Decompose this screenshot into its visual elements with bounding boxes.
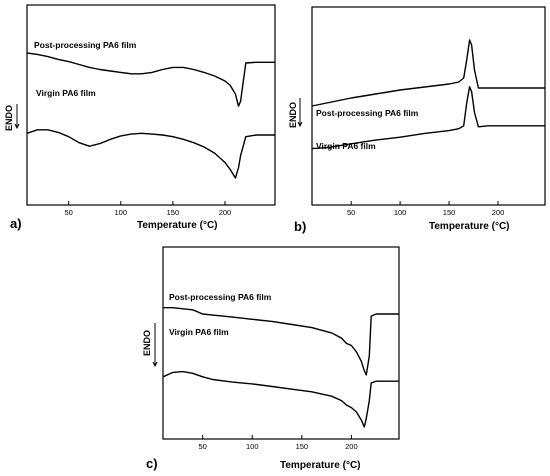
x-tick-label: 200: [492, 208, 505, 217]
chart-panel-a: 50 100 150 200 Post-processing PA6 film Virgi…: [4, 4, 276, 231]
arrow-down-icon: [14, 123, 20, 130]
x-tick-label: 150: [167, 208, 180, 217]
x-tick-label: 200: [219, 208, 232, 217]
x-tick-label: 200: [345, 442, 358, 451]
x-tick-label: 50: [347, 208, 355, 217]
x-tick-label: 50: [65, 208, 73, 217]
x-tick-label: 100: [115, 208, 128, 217]
x-tick-label: 50: [198, 442, 206, 451]
plot-frame: [162, 246, 400, 440]
series-line: [26, 129, 275, 179]
x-tick-label: 150: [443, 208, 456, 217]
panel-label: a): [10, 216, 22, 231]
x-tick-label: 100: [246, 442, 259, 451]
x-axis-title: Temperature (°C): [280, 460, 361, 471]
y-axis-title: ENDO: [288, 102, 298, 128]
x-tick-label: 100: [394, 208, 407, 217]
plot-frame: [26, 4, 276, 206]
series-line: [162, 370, 399, 428]
series-line: [163, 307, 399, 376]
series-line: [311, 86, 545, 150]
chart-panel-b: 50 100 150 200 Post-processing PA6 film Virgi…: [288, 6, 546, 234]
series-label: Post-processing PA6 film: [169, 292, 272, 302]
series-label: Virgin PA6 film: [169, 327, 229, 337]
series-line: [26, 52, 275, 107]
series-label: Virgin PA6 film: [36, 88, 96, 98]
series-label: Virgin PA6 film: [316, 141, 376, 151]
series-label: Post-processing PA6 film: [34, 40, 137, 50]
chart-panel-c: 50 100 150 200 Post-processing PA6 film Virgi…: [142, 246, 400, 471]
y-axis-title: ENDO: [4, 105, 14, 131]
x-axis-title: Temperature (°C): [429, 221, 510, 232]
x-tick-label: 150: [296, 442, 309, 451]
arrow-down-icon: [297, 121, 303, 128]
plot-frame: [311, 6, 546, 206]
panel-label: b): [294, 219, 306, 234]
panel-label: c): [146, 456, 158, 471]
series-line: [311, 39, 545, 107]
y-axis-title: ENDO: [142, 330, 152, 356]
x-axis-title: Temperature (°C): [137, 220, 218, 231]
arrow-down-icon: [152, 361, 158, 368]
series-label: Post-processing PA6 film: [316, 108, 419, 118]
